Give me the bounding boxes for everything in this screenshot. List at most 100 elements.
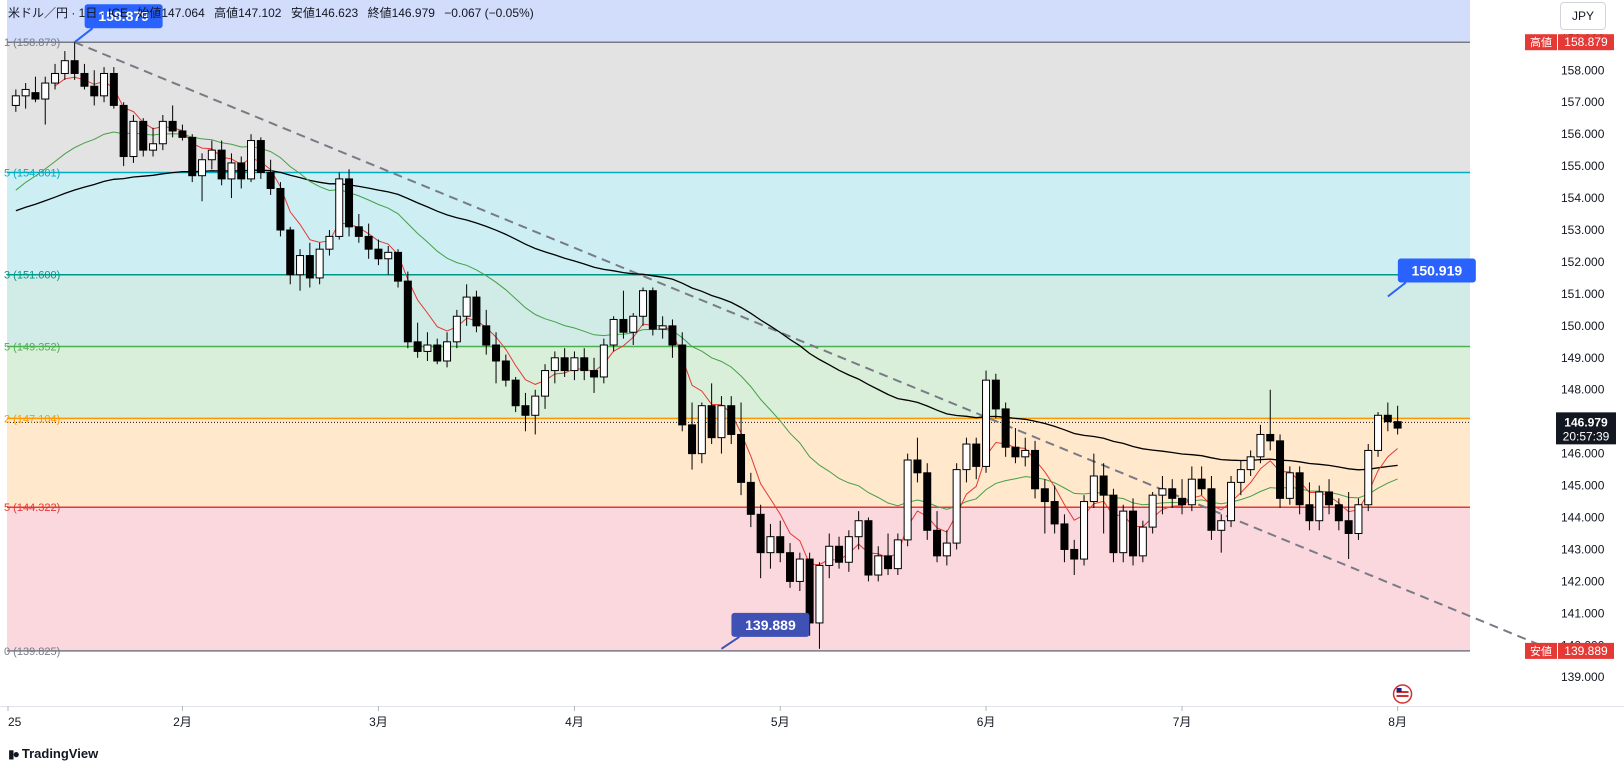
candle-down <box>933 529 942 557</box>
time-tick-label: 3月 <box>369 715 388 729</box>
candle-up <box>443 341 452 362</box>
time-tick-label: 6月 <box>977 715 996 729</box>
candle-down <box>737 433 746 483</box>
low-tag-label: 安値 <box>1530 644 1552 658</box>
callout-value: 139.889 <box>745 617 796 633</box>
candle-down <box>776 536 785 554</box>
candle-down <box>1266 433 1275 442</box>
candle-down <box>1197 478 1206 490</box>
candle-down <box>1050 501 1059 525</box>
currency-button[interactable]: JPY <box>1560 2 1606 30</box>
candle-down <box>1011 446 1020 458</box>
symbol-header: 米ドル／円 · 1日 · ICE 始値147.064 高値147.102 安値1… <box>8 4 540 21</box>
moving-averages <box>15 76 1398 566</box>
candle-down <box>1178 497 1187 506</box>
candle-down <box>1276 440 1285 499</box>
fib-label: 2 (147.104) <box>4 413 60 425</box>
callout-value: 158.879 <box>98 8 149 24</box>
callout-box <box>84 4 163 29</box>
candle-down <box>119 104 128 158</box>
fib-zones <box>7 0 1470 651</box>
us-flag-stripe <box>1396 691 1409 693</box>
candle-up <box>658 325 667 330</box>
candle-down <box>433 344 442 362</box>
candle-up <box>854 520 863 538</box>
candle-down <box>1334 504 1343 522</box>
fib-zone <box>7 172 1470 275</box>
candle-up <box>60 60 69 74</box>
candle-down <box>492 344 501 362</box>
candle-up <box>1285 472 1294 499</box>
time-axis[interactable]: 25 2月 3月 4月 5月 6月 7月 8月 <box>0 684 1624 729</box>
price-axis[interactable]: 160.000159.000158.000157.000156.000155.0… <box>1525 0 1616 684</box>
high-tag-value-bg <box>1558 34 1614 51</box>
candle-up <box>452 315 461 343</box>
candle-down <box>688 424 697 455</box>
callout-pointer <box>720 636 740 650</box>
candle-down <box>1001 408 1010 448</box>
tradingview-logo-icon: ▮● <box>8 746 20 761</box>
fib-zone <box>7 346 1470 419</box>
candle-down <box>80 72 89 87</box>
candle-up <box>1364 449 1373 506</box>
candle-up <box>639 290 648 317</box>
candle-up <box>129 120 138 158</box>
price-tick-label: 146.000 <box>1561 447 1605 461</box>
candle-down <box>746 481 755 515</box>
high-tag-label: 高値 <box>1530 35 1552 49</box>
fib-label: 5 (154.801) <box>4 167 60 179</box>
candle-down <box>707 405 716 439</box>
price-tick-label: 139.000 <box>1561 670 1605 684</box>
candle-up <box>815 564 824 624</box>
trendline-layer <box>74 41 1546 648</box>
candle-up <box>766 536 775 554</box>
candle-down <box>501 360 510 381</box>
price-tick-label: 158.000 <box>1561 63 1605 77</box>
price-tick-label: 153.000 <box>1561 223 1605 237</box>
candle-down <box>354 226 363 237</box>
candle-down <box>668 325 677 346</box>
candle-down <box>1344 520 1353 534</box>
candle-up <box>1138 526 1147 557</box>
brand-name: TradingView <box>21 746 99 761</box>
high-value: 高値147.102 <box>214 6 282 20</box>
candle-down <box>590 370 599 378</box>
candle-up <box>1187 478 1196 506</box>
candle-up <box>942 542 951 557</box>
candle-down <box>1325 491 1334 506</box>
low-tag-label-bg <box>1525 642 1557 659</box>
candle-up <box>1236 469 1245 483</box>
symbol-title: 米ドル／円 · 1日 · ICE <box>8 6 129 20</box>
callout-box <box>1397 258 1476 283</box>
candle-down <box>1040 488 1049 503</box>
candle-down <box>619 318 628 333</box>
candle-down <box>884 555 893 570</box>
candle-down <box>1207 488 1216 531</box>
price-tick-label: 150.000 <box>1561 319 1605 333</box>
low-tag-value: 139.889 <box>1564 644 1608 658</box>
candle-down <box>1129 510 1138 557</box>
candle-up <box>1119 510 1128 554</box>
callout-pointer <box>74 27 94 43</box>
ma-short-line <box>54 76 1398 566</box>
candle-up <box>11 95 20 106</box>
candle-up <box>198 159 207 177</box>
candle-up <box>531 395 540 416</box>
candle-down <box>413 341 422 352</box>
candle-up <box>384 251 393 260</box>
candle-down <box>168 120 177 132</box>
low-tag-value-bg <box>1558 642 1614 659</box>
low-tag: 安値 139.889 <box>1525 642 1614 659</box>
brand-logo[interactable]: ▮● TradingView <box>8 746 98 761</box>
price-tick-label: 155.000 <box>1561 159 1605 173</box>
candle-up <box>1021 449 1030 458</box>
candle-down <box>256 140 265 174</box>
candle-down <box>1060 523 1069 550</box>
candle-down <box>237 162 246 180</box>
price-tick-label: 151.000 <box>1561 287 1605 301</box>
candle-down <box>472 296 481 327</box>
candle-down <box>109 72 118 106</box>
high-tag-label-bg <box>1525 34 1557 51</box>
price-tick-label: 149.000 <box>1561 351 1605 365</box>
